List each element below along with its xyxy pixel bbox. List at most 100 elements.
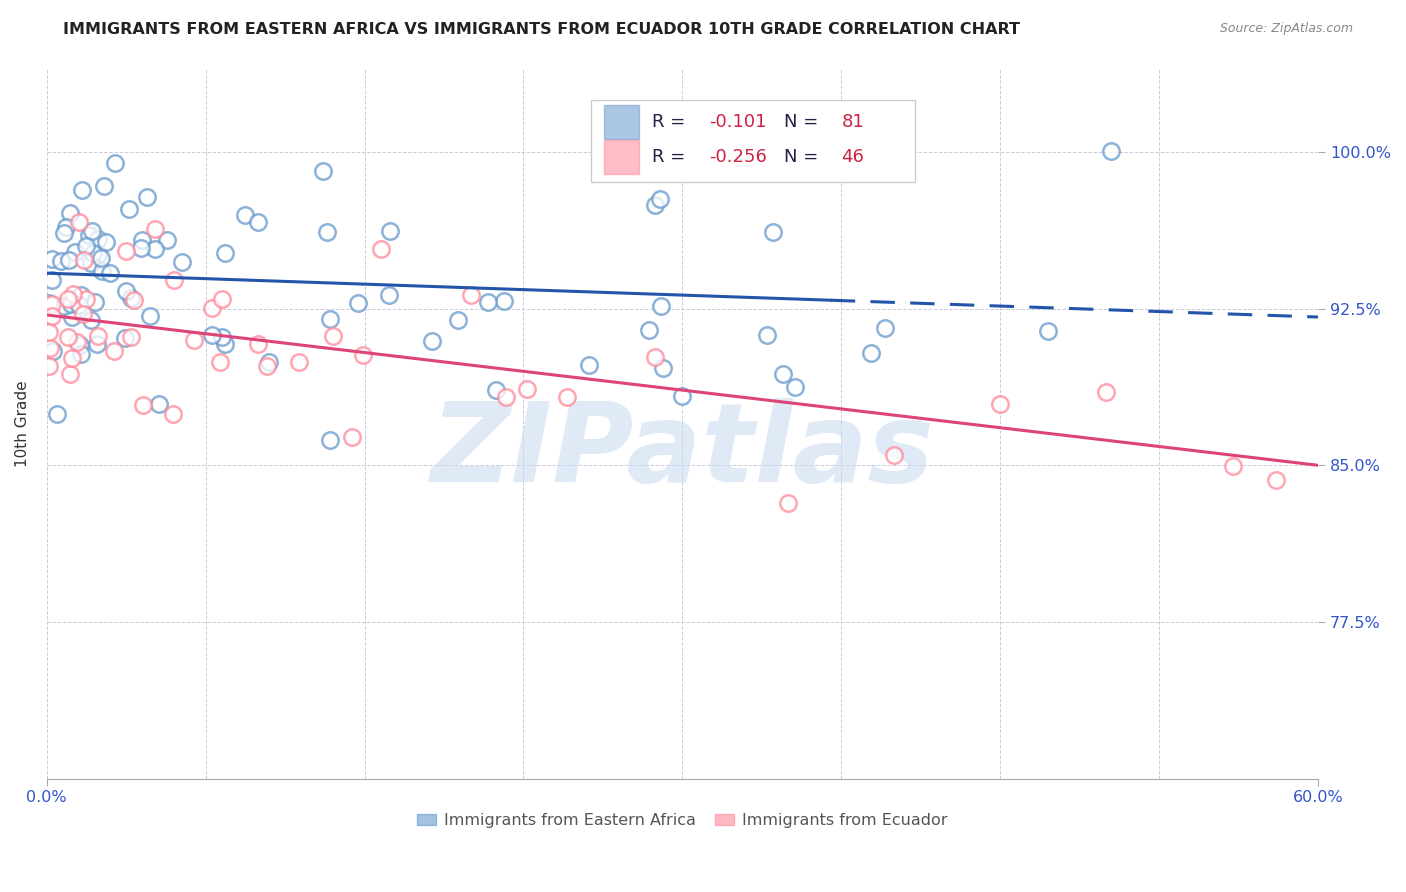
Point (55, 220, 77, 235)
Point (38, 359, 60, 374)
Point (75, 292, 97, 306)
Point (316, 225, 339, 239)
Point (859, 345, 882, 359)
Point (378, 288, 401, 302)
Point (201, 328, 224, 343)
Point (312, 164, 335, 178)
Point (67, 215, 90, 229)
Point (756, 328, 779, 343)
Point (59, 297, 82, 311)
Point (211, 292, 233, 306)
Point (340, 429, 363, 443)
Point (69, 338, 91, 352)
Text: N =: N = (785, 148, 824, 166)
Point (347, 295, 370, 310)
Point (58, 252, 80, 267)
Point (46, 407, 69, 421)
Text: N =: N = (785, 112, 824, 131)
Point (485, 383, 508, 397)
Point (120, 330, 142, 344)
Point (211, 329, 233, 343)
Legend: Immigrants from Eastern Africa, Immigrants from Ecuador: Immigrants from Eastern Africa, Immigran… (411, 806, 955, 835)
Point (80, 313, 103, 327)
Point (1101, 145, 1123, 159)
Point (80, 256, 103, 270)
Point (183, 333, 205, 347)
Point (200, 301, 222, 315)
Point (214, 245, 236, 260)
Point (875, 320, 897, 334)
Point (370, 242, 392, 256)
Point (460, 287, 482, 301)
Point (233, 208, 256, 222)
Point (492, 294, 515, 309)
Point (59, 368, 82, 382)
Point (72, 307, 94, 321)
Point (378, 224, 401, 238)
Point (122, 293, 145, 307)
Point (51, 253, 73, 268)
Text: -0.101: -0.101 (709, 112, 766, 131)
Point (132, 398, 155, 412)
Point (87, 247, 110, 261)
Point (41, 252, 63, 266)
Point (131, 233, 153, 247)
Point (41, 297, 63, 311)
Point (87, 232, 110, 246)
Point (90, 264, 112, 278)
Point (143, 222, 166, 236)
Point (288, 354, 311, 368)
Point (115, 244, 138, 259)
Point (82, 223, 104, 237)
Point (70, 184, 93, 198)
Point (38, 296, 60, 310)
Point (762, 225, 785, 239)
Text: 81: 81 (841, 112, 865, 131)
Point (644, 351, 666, 365)
Point (41, 309, 63, 323)
Point (988, 397, 1011, 411)
Point (648, 192, 671, 206)
Point (516, 382, 538, 396)
Point (53, 299, 76, 313)
Point (644, 197, 666, 211)
Point (477, 295, 499, 310)
Text: Source: ZipAtlas.com: Source: ZipAtlas.com (1219, 22, 1353, 36)
Text: IMMIGRANTS FROM EASTERN AFRICA VS IMMIGRANTS FROM ECUADOR 10TH GRADE CORRELATION: IMMIGRANTS FROM EASTERN AFRICA VS IMMIGR… (63, 22, 1021, 37)
Point (98, 266, 121, 280)
Point (652, 361, 675, 376)
Point (59, 206, 82, 220)
Point (352, 348, 374, 362)
Point (246, 215, 269, 229)
Point (1222, 459, 1244, 474)
Point (135, 190, 157, 204)
Point (38, 325, 60, 339)
Point (163, 273, 186, 287)
Point (52, 226, 75, 240)
Point (247, 337, 270, 351)
Point (73, 252, 96, 267)
Point (420, 334, 443, 349)
Point (1036, 324, 1059, 338)
Point (104, 156, 127, 170)
Point (156, 234, 179, 248)
Point (143, 242, 166, 256)
Point (103, 343, 125, 358)
Point (557, 390, 579, 404)
Point (170, 254, 193, 268)
FancyBboxPatch shape (591, 101, 915, 182)
Point (256, 359, 278, 374)
Point (93, 178, 115, 193)
Point (148, 397, 170, 411)
Point (772, 368, 794, 382)
Text: -0.256: -0.256 (709, 148, 768, 166)
Point (883, 448, 905, 462)
Point (83, 295, 105, 310)
FancyBboxPatch shape (603, 104, 640, 139)
Point (67, 298, 90, 312)
Point (70, 347, 93, 361)
Text: 46: 46 (841, 148, 865, 166)
Point (56, 292, 79, 306)
Point (60, 310, 83, 325)
Point (495, 390, 517, 404)
